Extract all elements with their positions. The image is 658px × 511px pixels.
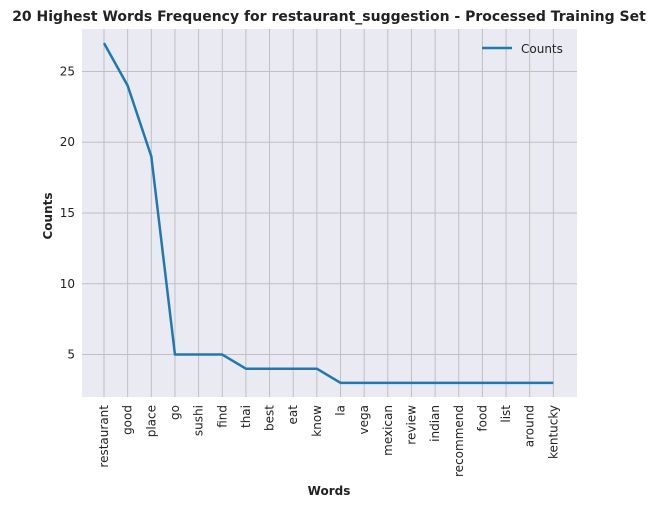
y-tick-label: 15: [60, 206, 75, 220]
x-tick-label: thai: [239, 405, 253, 428]
x-axis: restaurant good place go sushi find thai best ea…: [97, 405, 560, 477]
y-axis-label: Counts: [41, 192, 55, 239]
x-tick-label: know: [310, 405, 324, 437]
y-tick-label: 10: [60, 277, 75, 291]
series-line-counts: [102, 42, 554, 385]
x-tick-label: eat: [286, 405, 300, 425]
legend: Counts: [482, 42, 563, 56]
x-tick-label: sushi: [192, 405, 206, 436]
grid: [82, 29, 577, 397]
x-tick-label: around: [523, 405, 537, 447]
x-tick-label: mexican: [381, 405, 395, 456]
x-tick-label: good: [121, 405, 135, 435]
y-tick-label: 5: [67, 348, 75, 362]
x-tick-label: food: [475, 405, 489, 432]
x-tick-label: best: [263, 405, 277, 431]
series-layer: [102, 42, 554, 385]
x-tick-label: vega: [357, 405, 371, 434]
x-tick-label: indian: [428, 405, 442, 442]
x-tick-label: kentucky: [546, 405, 560, 459]
legend-label-counts: Counts: [521, 42, 563, 56]
y-axis: 5 10 15 20 25: [60, 64, 75, 361]
x-tick-label: go: [168, 405, 182, 420]
y-tick-label: 20: [60, 135, 75, 149]
x-tick-label: restaurant: [97, 405, 111, 468]
x-tick-label: review: [404, 405, 418, 445]
x-axis-label: Words: [308, 484, 351, 498]
x-tick-label: recommend: [452, 405, 466, 477]
x-tick-label: list: [499, 405, 513, 423]
x-tick-label: find: [215, 405, 229, 428]
y-tick-label: 25: [60, 64, 75, 78]
x-tick-label: la: [334, 405, 348, 416]
chart-title: 20 Highest Words Frequency for restauran…: [12, 9, 646, 25]
x-tick-label: place: [144, 405, 158, 437]
